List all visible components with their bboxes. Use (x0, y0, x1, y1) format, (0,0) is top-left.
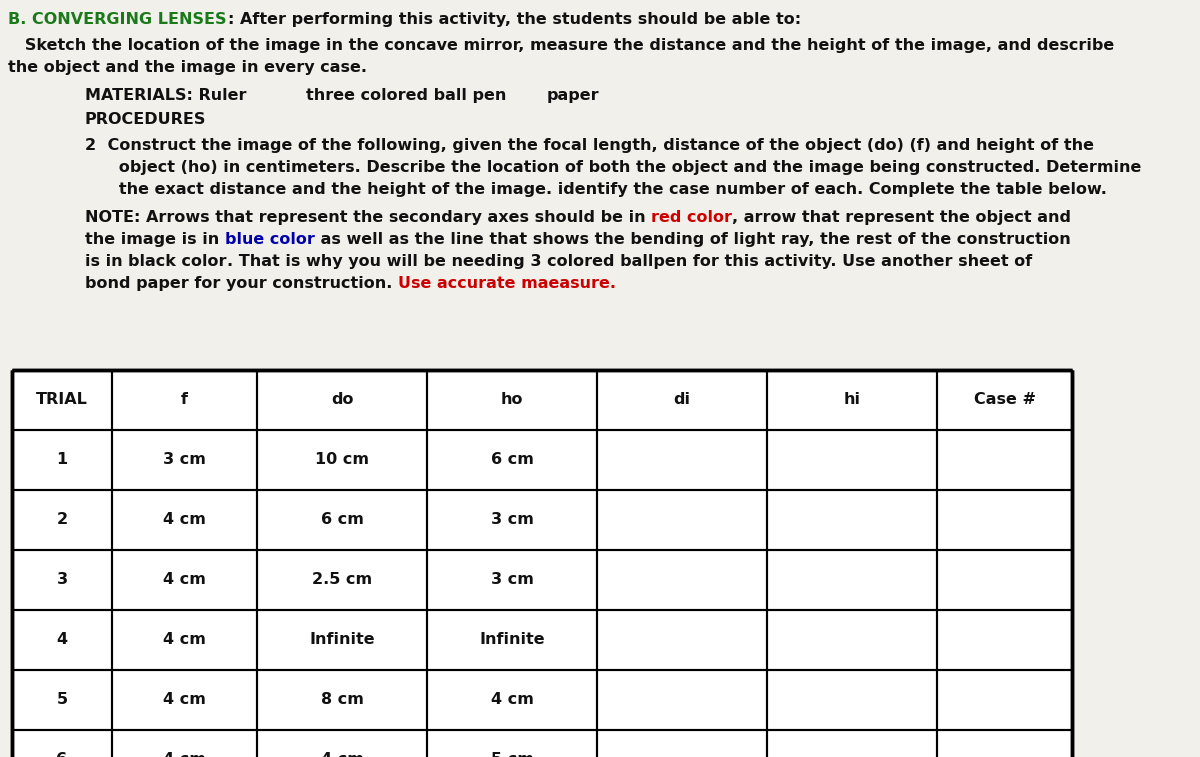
Text: 2: 2 (56, 512, 67, 528)
Text: 2.5 cm: 2.5 cm (312, 572, 372, 587)
Text: B. CONVERGING LENSES: B. CONVERGING LENSES (8, 12, 227, 27)
Text: hi: hi (844, 392, 860, 407)
Text: di: di (673, 392, 690, 407)
Text: 5 cm: 5 cm (491, 752, 534, 757)
Text: 2: 2 (85, 138, 96, 153)
Text: , arrow that represent the object and: , arrow that represent the object and (732, 210, 1072, 225)
Text: 3: 3 (56, 572, 67, 587)
Text: red color: red color (652, 210, 732, 225)
Text: 4 cm: 4 cm (491, 693, 534, 708)
Text: 6 cm: 6 cm (491, 453, 534, 468)
Text: 4: 4 (56, 633, 67, 647)
Text: paper: paper (546, 88, 599, 103)
Text: bond paper for your construction.: bond paper for your construction. (85, 276, 398, 291)
Text: do: do (331, 392, 353, 407)
Text: 3 cm: 3 cm (491, 572, 534, 587)
Text: Use accurate maeasure.: Use accurate maeasure. (398, 276, 616, 291)
Text: 4 cm: 4 cm (163, 572, 206, 587)
Text: TRIAL: TRIAL (36, 392, 88, 407)
Text: Infinite: Infinite (479, 633, 545, 647)
Text: NOTE: Arrows that represent the secondary axes should be in: NOTE: Arrows that represent the secondar… (85, 210, 652, 225)
Text: the object and the image in every case.: the object and the image in every case. (8, 60, 367, 75)
Text: 1: 1 (56, 453, 67, 468)
Text: the exact distance and the height of the image. identify the case number of each: the exact distance and the height of the… (102, 182, 1108, 197)
Text: Case #: Case # (973, 392, 1036, 407)
Text: 4 cm: 4 cm (163, 693, 206, 708)
Text: : After performing this activity, the students should be able to:: : After performing this activity, the st… (228, 12, 800, 27)
Text: 5: 5 (56, 693, 67, 708)
Text: 8 cm: 8 cm (320, 693, 364, 708)
Text: 3 cm: 3 cm (163, 453, 206, 468)
Text: Construct the image of the following, given the focal length, distance of the ob: Construct the image of the following, gi… (102, 138, 1094, 153)
Text: 4 cm: 4 cm (163, 512, 206, 528)
Text: as well as the line that shows the bending of light ray, the rest of the constru: as well as the line that shows the bendi… (314, 232, 1070, 247)
Text: 6 cm: 6 cm (320, 512, 364, 528)
Text: 4 cm: 4 cm (163, 752, 206, 757)
Bar (12, 370, 1072, 757)
Text: ho: ho (500, 392, 523, 407)
Text: MATERIALS: Ruler: MATERIALS: Ruler (85, 88, 246, 103)
Text: 4 cm: 4 cm (320, 752, 364, 757)
Text: Sketch the location of the image in the concave mirror, measure the distance and: Sketch the location of the image in the … (8, 38, 1115, 53)
Text: 10 cm: 10 cm (314, 453, 370, 468)
Text: f: f (181, 392, 188, 407)
Text: is in: is in (85, 254, 128, 269)
Text: PROCEDURES: PROCEDURES (85, 112, 206, 127)
Text: three colored ball pen: three colored ball pen (306, 88, 506, 103)
Text: 4 cm: 4 cm (163, 633, 206, 647)
Text: 3 cm: 3 cm (491, 512, 534, 528)
Text: 6: 6 (56, 752, 67, 757)
Text: the image is in: the image is in (85, 232, 224, 247)
Text: black color: black color (128, 254, 227, 269)
Text: Infinite: Infinite (310, 633, 374, 647)
Text: object (ho) in centimeters. Describe the location of both the object and the ima: object (ho) in centimeters. Describe the… (102, 160, 1141, 175)
Text: blue color: blue color (224, 232, 314, 247)
Text: . That is why you will be needing 3 colored ballpen for this activity. Use anoth: . That is why you will be needing 3 colo… (227, 254, 1032, 269)
